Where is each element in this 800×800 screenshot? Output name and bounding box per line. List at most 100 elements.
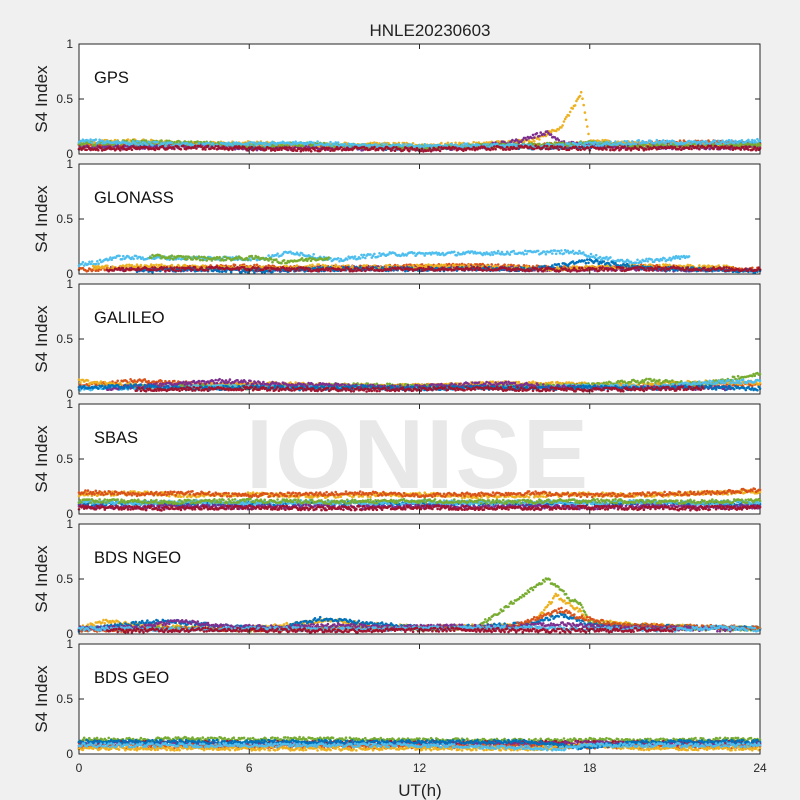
data-point: [698, 147, 701, 151]
data-point: [198, 258, 202, 262]
data-point: [566, 249, 570, 253]
data-point: [613, 143, 616, 146]
data-point: [262, 142, 265, 145]
data-point: [414, 149, 417, 152]
data-point: [631, 140, 634, 143]
data-point: [362, 253, 366, 257]
data-point: [505, 145, 509, 149]
data-point: [85, 148, 88, 152]
data-point: [360, 253, 363, 257]
data-point: [90, 260, 94, 263]
data-point: [214, 258, 217, 261]
data-point: [361, 255, 365, 259]
data-point: [88, 140, 91, 144]
data-point: [533, 140, 536, 143]
data-point: [312, 253, 316, 256]
data-point: [285, 146, 289, 149]
data-point: [264, 141, 268, 144]
data-point: [343, 142, 347, 146]
data-point: [173, 147, 176, 151]
data-point: [496, 263, 500, 266]
data-point: [702, 140, 705, 143]
data-point: [493, 145, 496, 148]
data-point: [512, 249, 515, 253]
data-point: [677, 255, 680, 258]
data-point: [353, 255, 357, 258]
data-point: [753, 145, 757, 149]
data-point: [134, 254, 138, 258]
data-point: [543, 133, 546, 136]
data-point: [689, 145, 692, 148]
data-point: [124, 145, 127, 148]
data-point: [402, 148, 406, 152]
data-point: [184, 255, 188, 258]
data-point: [94, 262, 98, 266]
data-point: [581, 97, 584, 100]
data-point: [687, 147, 691, 151]
data-point: [392, 143, 396, 146]
data-point: [561, 124, 564, 127]
data-point: [182, 144, 185, 147]
data-point: [99, 146, 103, 150]
data-point: [298, 144, 301, 147]
data-point: [687, 255, 691, 258]
data-point: [222, 145, 225, 148]
data-point: [268, 146, 272, 150]
data-point: [336, 141, 340, 144]
data-point: [668, 256, 671, 260]
data-point: [132, 257, 135, 261]
data-point: [491, 147, 495, 151]
data-point: [197, 142, 201, 145]
data-point: [640, 261, 643, 264]
data-point: [607, 142, 611, 146]
data-point: [100, 142, 104, 145]
data-point: [491, 253, 495, 256]
data-point: [713, 139, 717, 142]
data-point: [730, 139, 733, 142]
data-point: [249, 258, 252, 262]
data-point: [486, 142, 490, 146]
data-point: [282, 259, 286, 262]
data-point: [99, 139, 103, 143]
data-point: [346, 146, 349, 149]
data-point: [490, 251, 494, 254]
data-point: [594, 253, 598, 257]
data-point: [440, 141, 443, 145]
data-point: [222, 259, 225, 262]
data-point: [583, 111, 587, 114]
data-point: [144, 139, 148, 142]
data-point: [582, 251, 585, 254]
data-point: [673, 257, 677, 260]
data-point: [191, 258, 194, 261]
data-point: [253, 257, 256, 260]
data-point: [690, 147, 693, 151]
data-point: [714, 145, 718, 148]
data-point: [556, 145, 559, 148]
data-point: [609, 140, 612, 143]
data-point: [446, 141, 450, 145]
data-point: [97, 148, 100, 152]
data-point: [619, 147, 622, 151]
data-point: [246, 258, 250, 262]
data-point: [135, 140, 139, 143]
data-point: [533, 147, 536, 151]
data-point: [89, 262, 93, 266]
data-point: [378, 252, 381, 255]
data-point: [660, 258, 664, 262]
data-point: [197, 255, 201, 258]
data-point: [97, 262, 100, 266]
data-point: [754, 141, 758, 144]
data-point: [562, 252, 566, 255]
data-point: [186, 257, 189, 261]
data-point: [208, 141, 211, 145]
data-point: [567, 114, 571, 117]
data-point: [560, 249, 563, 252]
data-point: [413, 251, 416, 255]
data-point: [329, 140, 332, 144]
data-point: [291, 149, 295, 152]
data-point: [623, 145, 626, 148]
data-point: [438, 149, 442, 153]
data-point: [751, 138, 754, 142]
data-point: [389, 149, 393, 152]
